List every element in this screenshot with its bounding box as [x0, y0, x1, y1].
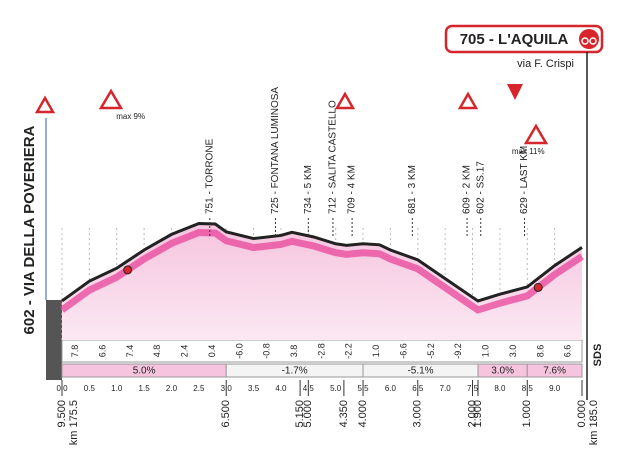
segment-gradient: 7.8 — [70, 345, 80, 358]
side-label: SDS — [592, 344, 604, 367]
annotation-label: 602 - SS.17 — [475, 161, 486, 214]
section-label: 3.0% — [491, 366, 514, 377]
annotation-label: 734 - 5 KM — [303, 165, 314, 214]
start-label: 602 - VIA DELLA POVERIERA — [21, 125, 38, 334]
segment-gradient: 3.8 — [289, 345, 299, 358]
profile-band — [59, 228, 584, 314]
distance-label: 3.000 — [412, 400, 424, 428]
segment-gradient: 2.4 — [180, 345, 190, 358]
annotation-label: 609 - 2 KM — [462, 165, 473, 214]
start-block — [46, 300, 62, 380]
segment-gradient: -2.2 — [344, 343, 354, 359]
finish-km: km 185.0 — [588, 400, 600, 445]
segment-gradient: 4.8 — [152, 345, 162, 358]
x-tick-label: 1.5 — [139, 384, 151, 393]
x-tick-label: 1.0 — [111, 384, 123, 393]
x-tick-label: 8.0 — [494, 384, 506, 393]
segment-gradient: 3.0 — [508, 345, 518, 358]
profile-line — [61, 221, 583, 303]
distance-label: 1.000 — [521, 400, 533, 428]
section-bar — [526, 363, 583, 378]
finish-icon — [581, 37, 589, 45]
distance-label: 6.500 — [220, 400, 232, 428]
distance-label: 4.350 — [338, 400, 350, 428]
segment-gradient: -9.2 — [453, 343, 463, 359]
segment-gradient: -0.8 — [262, 343, 272, 359]
section-label: -1.7% — [282, 366, 308, 377]
x-tick-label: 3.5 — [248, 384, 260, 393]
segment-gradient: -6.6 — [398, 343, 408, 359]
segment-gradient: -6.0 — [234, 343, 244, 359]
distance-label: 4.000 — [357, 400, 369, 428]
distance-label: 9.500 — [56, 400, 68, 428]
start-km: km 175.5 — [68, 400, 80, 445]
annotation-label: 709 - 4 KM — [347, 165, 358, 214]
distance-label: 5.000 — [302, 400, 314, 428]
climb-label: max 9% — [116, 112, 145, 121]
x-tick-label: 0.5 — [84, 384, 96, 393]
segment-gradient: 1.0 — [481, 345, 491, 358]
section-label: 5.0% — [133, 366, 156, 377]
last-km-flag — [507, 84, 523, 100]
finish-label: 705 - L'AQUILA — [460, 31, 569, 48]
climb-icon — [523, 123, 549, 145]
segment-gradient: -2.8 — [316, 343, 326, 359]
finish-icon — [589, 37, 597, 45]
annotation-label: 629 - LAST KM — [519, 146, 530, 214]
segment-gradient: 8.6 — [535, 345, 545, 358]
distance-label: 1.900 — [472, 400, 484, 428]
annotation-label: 712 - SALITA CASTELLO — [328, 100, 339, 214]
distance-label: 2.000 — [466, 400, 478, 428]
x-tick-label: 4.0 — [275, 384, 287, 393]
climb-dot — [123, 265, 133, 275]
section-label: -5.1% — [407, 366, 433, 377]
x-tick-label: 2.5 — [193, 384, 205, 393]
profile-area — [62, 223, 582, 340]
x-tick-label: 6.0 — [385, 384, 397, 393]
climb-label: max 11% — [512, 147, 545, 156]
warning-icons — [34, 88, 479, 114]
segment-gradient: 1.0 — [371, 345, 381, 358]
x-tick-label: 7.0 — [440, 384, 452, 393]
distance-label: 0.000 — [576, 400, 588, 428]
annotation-label: 681 - 3 KM — [407, 165, 418, 214]
finish-box — [444, 24, 604, 54]
segment-gradient: -5.2 — [426, 343, 436, 359]
segment-gradient: 6.6 — [97, 345, 107, 358]
x-tick-label: 5.0 — [330, 384, 342, 393]
segment-gradient: 0.4 — [207, 345, 217, 358]
segment-gradient: 6.6 — [563, 345, 573, 358]
segment-gradient: 7.4 — [125, 345, 135, 358]
section-label: 7.6% — [543, 366, 566, 377]
finish-sublabel: via F. Crispi — [517, 58, 574, 70]
annotation-label: 725 - FONTANA LUMINOSA — [270, 87, 281, 214]
x-tick-label: 9.0 — [549, 384, 561, 393]
annotation-label: 751 - TORRONE — [204, 138, 215, 214]
x-tick-label: 2.0 — [166, 384, 178, 393]
distance-label: 5.150 — [294, 400, 306, 428]
climb-dot — [533, 282, 543, 292]
